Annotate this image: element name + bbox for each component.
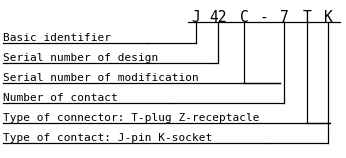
Text: C: C [240, 10, 248, 25]
Text: Serial number of design: Serial number of design [3, 53, 158, 63]
Text: Type of connector: T-plug Z-receptacle: Type of connector: T-plug Z-receptacle [3, 113, 260, 123]
Text: -: - [260, 10, 268, 25]
Text: Number of contact: Number of contact [3, 93, 118, 103]
Text: 42: 42 [209, 10, 227, 25]
Text: 7: 7 [280, 10, 288, 25]
Text: Type of contact: J-pin K-socket: Type of contact: J-pin K-socket [3, 133, 212, 143]
Text: T: T [303, 10, 311, 25]
Text: Basic identifier: Basic identifier [3, 33, 111, 43]
Text: Serial number of modification: Serial number of modification [3, 73, 199, 83]
Text: J: J [192, 10, 200, 25]
Text: K: K [324, 10, 333, 25]
